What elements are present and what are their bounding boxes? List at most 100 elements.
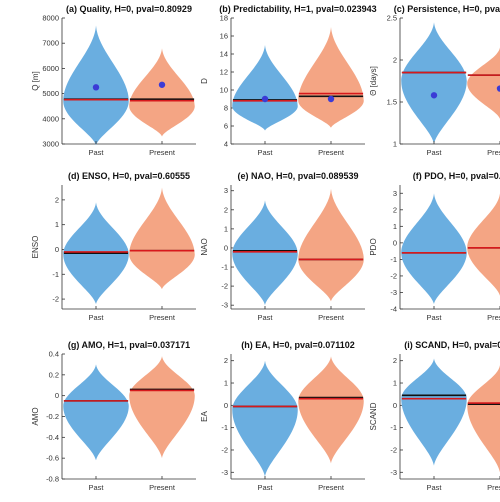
x-tick-label: Present bbox=[487, 483, 500, 492]
y-axis-label: ENSO bbox=[31, 236, 40, 259]
y-tick-label: 4000 bbox=[42, 114, 59, 123]
panel-c: (c) Persistence, H=0, pval=0.56586 1 1.5 2 2… bbox=[369, 4, 500, 157]
y-tick-label: 5000 bbox=[42, 89, 59, 98]
y-tick-label: -0.2 bbox=[46, 412, 59, 421]
violin-past bbox=[401, 193, 467, 305]
panel-a: (a) Quality, H=0, pval=0.80929 3000 4000 50… bbox=[31, 4, 196, 157]
violin-past bbox=[232, 200, 298, 306]
y-tick-label: 3 bbox=[224, 186, 228, 195]
panel-title: (h) EA, H=0, pval=0.071102 bbox=[241, 340, 355, 350]
violin-past bbox=[232, 360, 298, 477]
panel-title: (d) ENSO, H=0, pval=0.60555 bbox=[68, 171, 190, 181]
y-tick-label: 0 bbox=[55, 245, 59, 254]
x-tick-label: Past bbox=[426, 483, 442, 492]
x-tick-label: Present bbox=[487, 148, 500, 157]
y-tick-label: 1 bbox=[55, 220, 59, 229]
violin-present bbox=[129, 187, 195, 290]
y-tick-label: 7000 bbox=[42, 39, 59, 48]
panel-title: (b) Predictability, H=1, pval=0.023943 bbox=[219, 4, 376, 14]
y-tick-label: 0 bbox=[393, 238, 397, 247]
violin-present bbox=[298, 188, 364, 302]
violin-past bbox=[401, 22, 467, 145]
y-tick-label: -4 bbox=[390, 305, 397, 314]
y-tick-label: -1 bbox=[52, 270, 59, 279]
y-tick-label: 2 bbox=[393, 356, 397, 365]
panel-title: (i) SCAND, H=0, pval=0.19596 bbox=[404, 340, 500, 350]
reference-dot bbox=[496, 85, 500, 92]
y-tick-label: -2 bbox=[52, 295, 59, 304]
panel-h: (h) EA, H=0, pval=0.071102 -3 -2 -1 0 1 2 EA Pas… bbox=[200, 340, 365, 492]
y-axis-label: Θ [days] bbox=[369, 66, 378, 96]
y-tick-label: -2 bbox=[221, 282, 228, 291]
y-tick-label: 8 bbox=[224, 104, 228, 113]
reference-dot bbox=[92, 84, 100, 91]
y-tick-label: 4 bbox=[224, 140, 228, 149]
violin-past bbox=[232, 45, 298, 131]
y-tick-label: 0.4 bbox=[49, 350, 59, 359]
y-tick-label: 1 bbox=[393, 379, 397, 388]
y-tick-label: 6000 bbox=[42, 64, 59, 73]
y-tick-label: 18 bbox=[220, 14, 228, 23]
y-tick-label: 2 bbox=[224, 205, 228, 214]
panel-f: (f) PDO, H=0, pval=0.3187 -4 -3 -2 -1 0 1 2 3 PDO… bbox=[369, 171, 500, 322]
y-axis-label: Q [m] bbox=[31, 71, 40, 91]
y-tick-label: 2 bbox=[393, 56, 397, 65]
violin-present bbox=[129, 356, 195, 459]
y-tick-label: 1 bbox=[224, 379, 228, 388]
y-tick-label: 2 bbox=[393, 205, 397, 214]
y-tick-label: -3 bbox=[221, 468, 228, 477]
y-tick-label: -0.6 bbox=[46, 454, 59, 463]
y-axis-label: D bbox=[200, 78, 209, 84]
y-tick-label: -1 bbox=[221, 423, 228, 432]
panel-d: (d) ENSO, H=0, pval=0.60555 -2 -1 0 1 2 ENSO Pa… bbox=[31, 171, 196, 322]
y-tick-label: 8000 bbox=[42, 14, 59, 23]
y-tick-label: -3 bbox=[390, 468, 397, 477]
y-tick-label: -1 bbox=[390, 255, 397, 264]
x-tick-label: Present bbox=[149, 483, 176, 492]
y-tick-label: 2 bbox=[224, 356, 228, 365]
y-axis-label: EA bbox=[200, 411, 209, 422]
y-tick-label: -2 bbox=[390, 445, 397, 454]
reference-dot bbox=[158, 81, 166, 88]
y-tick-label: -2 bbox=[390, 271, 397, 280]
y-tick-label: 0 bbox=[55, 391, 59, 400]
y-tick-label: 0 bbox=[224, 401, 228, 410]
y-tick-label: 1 bbox=[393, 140, 397, 149]
x-tick-label: Present bbox=[149, 313, 176, 322]
panel-e: (e) NAO, H=0, pval=0.089539 -3 -2 -1 0 1 2 3 NAO… bbox=[200, 171, 365, 322]
x-tick-label: Past bbox=[426, 313, 442, 322]
x-tick-label: Present bbox=[318, 148, 345, 157]
violin-present bbox=[467, 47, 500, 119]
x-tick-label: Present bbox=[318, 483, 345, 492]
violin-past bbox=[401, 358, 467, 466]
x-tick-label: Past bbox=[257, 313, 273, 322]
y-tick-label: -2 bbox=[221, 445, 228, 454]
y-tick-label: 1.5 bbox=[387, 98, 397, 107]
violin-present bbox=[467, 365, 500, 473]
y-axis-label: PDO bbox=[369, 238, 378, 255]
y-axis-label: AMO bbox=[31, 407, 40, 425]
panel-b: (b) Predictability, H=1, pval=0.023943 4 6… bbox=[200, 4, 377, 157]
x-tick-label: Past bbox=[88, 313, 104, 322]
y-tick-label: -3 bbox=[390, 288, 397, 297]
x-tick-label: Past bbox=[88, 483, 104, 492]
x-tick-label: Present bbox=[487, 313, 500, 322]
y-tick-label: 0.2 bbox=[49, 370, 59, 379]
violin-present bbox=[298, 356, 364, 464]
panel-title: (a) Quality, H=0, pval=0.80929 bbox=[66, 4, 192, 14]
y-tick-label: -1 bbox=[221, 263, 228, 272]
y-tick-label: 2.5 bbox=[387, 14, 397, 23]
x-tick-label: Past bbox=[257, 483, 273, 492]
y-tick-label: 3000 bbox=[42, 140, 59, 149]
x-tick-label: Past bbox=[88, 148, 104, 157]
y-axis-label: NAO bbox=[200, 238, 209, 255]
y-tick-label: 10 bbox=[220, 86, 228, 95]
panel-title: (e) NAO, H=0, pval=0.089539 bbox=[237, 171, 358, 181]
y-tick-label: -0.8 bbox=[46, 475, 59, 484]
y-tick-label: 2 bbox=[55, 195, 59, 204]
x-tick-label: Past bbox=[257, 148, 273, 157]
violin-present bbox=[467, 193, 500, 296]
y-tick-label: 14 bbox=[220, 50, 228, 59]
panel-title: (g) AMO, H=1, pval=0.037171 bbox=[68, 340, 190, 350]
